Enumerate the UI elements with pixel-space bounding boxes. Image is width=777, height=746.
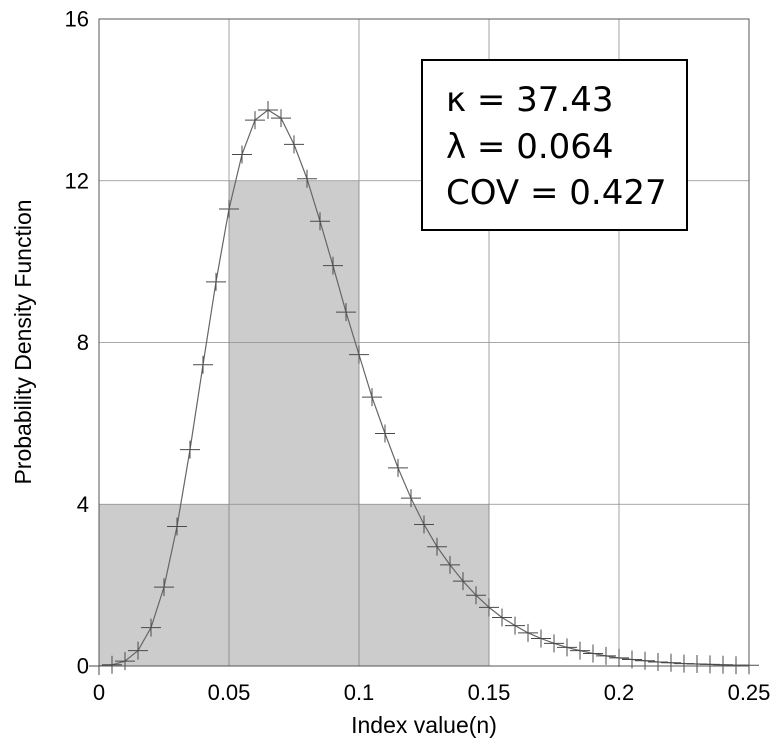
annotation-frame: [421, 59, 688, 231]
pdf-data-point: [362, 388, 382, 407]
x-tick-label: 0.25: [728, 680, 771, 705]
pdf-data-point: [180, 440, 200, 459]
pdf-data-point: [219, 200, 239, 219]
pdf-data-point: [440, 555, 460, 574]
y-tick-label: 4: [77, 492, 89, 517]
pdf-data-point: [648, 652, 668, 671]
pdf-data-point: [128, 641, 148, 660]
pdf-data-point: [427, 537, 447, 556]
pdf-curve-group: [89, 100, 759, 675]
x-tick-label: 0.2: [604, 680, 635, 705]
pdf-data-point: [102, 655, 122, 674]
pdf-data-point: [661, 653, 681, 672]
pdf-data-point: [544, 634, 564, 653]
pdf-data-point: [388, 458, 408, 477]
pdf-data-point: [570, 641, 590, 660]
y-tick-label: 16: [65, 7, 89, 32]
pdf-data-point: [232, 145, 252, 164]
pdf-data-point: [557, 638, 577, 657]
pdf-data-point: [323, 256, 343, 275]
pdf-data-point: [583, 644, 603, 663]
pdf-data-point: [284, 135, 304, 154]
tick-labels: 0 0.05 0.1 0.15 0.2 0.25 0 4 8 12 16: [65, 7, 771, 706]
x-axis-label: Index value(n): [351, 712, 497, 738]
plot-frame: [98, 18, 750, 667]
pdf-data-point: [336, 303, 356, 322]
y-tick-label: 0: [77, 654, 89, 679]
pdf-data-point: [401, 489, 421, 508]
pdf-data-point: [193, 355, 213, 374]
pdf-data-point: [492, 608, 512, 627]
pdf-data-point: [609, 648, 629, 667]
pdf-data-point: [297, 169, 317, 188]
x-tick-label: 0.1: [344, 680, 375, 705]
pdf-data-point: [453, 572, 473, 591]
annotation-kappa: κ = 37.43: [446, 80, 613, 120]
pdf-data-point: [206, 272, 226, 291]
annotation-lambda: λ = 0.064: [446, 127, 614, 167]
pdf-data-point: [349, 345, 369, 364]
y-tick-label: 8: [77, 330, 89, 355]
pdf-data-point: [505, 616, 525, 635]
pdf-data-point: [167, 517, 187, 536]
pdf-data-point: [310, 212, 330, 231]
pdf-data-point: [141, 618, 161, 637]
y-tick-label: 12: [65, 168, 89, 193]
parameter-annotation-box: κ = 37.43 λ = 0.064 COV = 0.427: [421, 59, 688, 231]
y-axis-label: Probability Density Function: [10, 199, 36, 484]
pdf-data-point: [635, 651, 655, 670]
pdf-data-point: [518, 623, 538, 642]
x-tick-label: 0.15: [468, 680, 511, 705]
pdf-data-point: [115, 652, 135, 671]
pdf-data-point: [596, 646, 616, 665]
x-tick-label: 0.05: [208, 680, 251, 705]
pdf-data-point: [271, 109, 291, 128]
annotation-cov: COV = 0.427: [446, 173, 667, 213]
pdf-data-point: [258, 100, 278, 119]
pdf-data-point: [375, 424, 395, 443]
pdf-data-point: [466, 586, 486, 605]
x-tick-label: 0: [93, 680, 105, 705]
pdf-data-point: [154, 578, 174, 597]
histogram-bar: [228, 180, 360, 667]
pdf-data-point: [245, 111, 265, 130]
pdf-data-point: [479, 598, 499, 617]
pdf-data-point: [414, 515, 434, 534]
pdf-data-point: [531, 629, 551, 648]
